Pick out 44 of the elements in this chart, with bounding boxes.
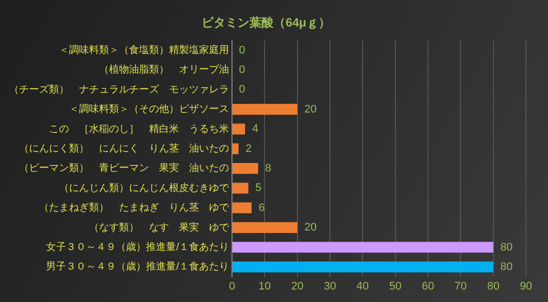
- data-label: 0: [239, 84, 246, 96]
- data-label: 20: [304, 222, 317, 234]
- data-label: 0: [239, 64, 246, 76]
- x-tick-label: 90: [520, 280, 532, 292]
- y-tick-label: ＜調味料類＞（食塩類）精製塩家庭用: [59, 44, 229, 56]
- y-tick-label: （にんにく類） にんにく りん茎 油いたの: [19, 142, 229, 154]
- data-label: 4: [252, 123, 258, 136]
- bar: [232, 182, 248, 194]
- data-label: 2: [246, 142, 252, 155]
- y-tick-label: （にんじん類）にんじん根皮むきゆで: [59, 182, 230, 194]
- x-tick-label: 10: [258, 280, 271, 292]
- x-tick-label: 0: [228, 280, 236, 292]
- x-tick-label: 70: [454, 280, 467, 292]
- data-label: 5: [255, 182, 262, 194]
- y-tick-label: （チーズ類） ナチュラルチーズ モッツァレラ: [9, 83, 229, 96]
- bar: [232, 242, 494, 253]
- data-label: 6: [258, 202, 265, 214]
- y-tick-label: この ［水稲のし］ 精白米 うるち米: [49, 122, 229, 135]
- data-label: 8: [265, 162, 272, 174]
- y-tick-label: （ピーマン類） 青ピーマン 果実 油いたの: [19, 162, 229, 174]
- data-label: 0: [239, 44, 246, 56]
- y-tick-label: （植物油脂類） オリーブ油: [99, 64, 229, 76]
- bar: [232, 163, 258, 174]
- x-tick-label: 30: [324, 280, 336, 292]
- x-tick-label: 40: [356, 280, 369, 292]
- bar: [232, 124, 246, 134]
- x-tick-label: 80: [487, 280, 500, 292]
- bar: [232, 143, 239, 154]
- data-label: 80: [500, 241, 513, 254]
- chart-title: ビタミン葉酸（64μｇ）: [202, 16, 330, 30]
- y-tick-label: （なす類） なす 果実 ゆで: [89, 221, 230, 234]
- y-tick-label: ＜調味料類＞（その他）ピザソース: [69, 103, 229, 116]
- y-tick-label: （たまねぎ類） たまねぎ りん茎 ゆで: [39, 202, 230, 214]
- bar: [232, 104, 298, 115]
- data-label: 20: [304, 103, 317, 116]
- x-tick-label: 60: [422, 280, 434, 292]
- data-label: 80: [500, 260, 513, 273]
- y-tick-label: 男子３０～４９（歳）推進量/１食あたり: [46, 260, 229, 273]
- y-tick-label: 女子３０～４９（歳）推進量/１食あたり: [46, 241, 229, 253]
- x-tick-label: 50: [389, 280, 402, 292]
- bar: [232, 202, 252, 214]
- x-tick-label: 20: [291, 280, 304, 292]
- bar: [232, 262, 494, 272]
- bar: [232, 222, 298, 233]
